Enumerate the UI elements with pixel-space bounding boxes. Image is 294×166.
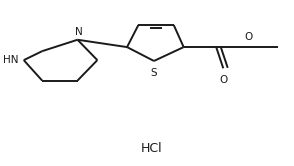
Text: O: O	[219, 75, 227, 85]
Text: N: N	[75, 27, 83, 37]
Text: HCl: HCl	[140, 142, 162, 155]
Text: S: S	[151, 68, 157, 78]
Text: O: O	[245, 32, 253, 42]
Text: HN: HN	[3, 55, 19, 65]
